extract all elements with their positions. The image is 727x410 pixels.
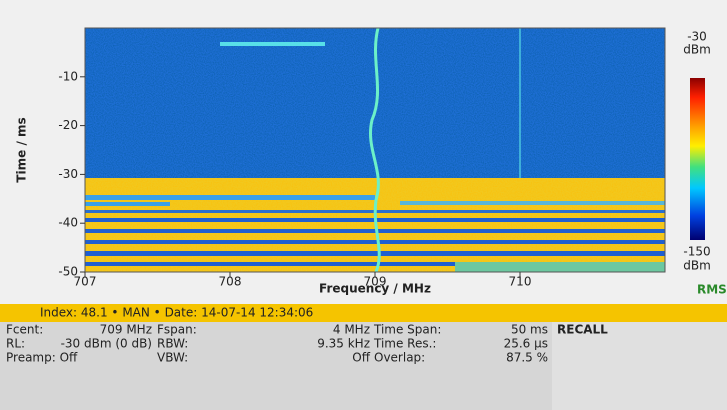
x-tick-label: 710 xyxy=(509,275,532,289)
y-tick-label: -10 xyxy=(58,69,78,83)
y-tick-label: -20 xyxy=(58,118,78,132)
setting-value: -30 dBm (0 dB) xyxy=(61,337,152,351)
y-axis-label: Time / ms xyxy=(15,117,29,182)
info-bar xyxy=(0,304,727,322)
setting-value: 25.6 µs xyxy=(504,337,548,351)
setting-value: 9.35 kHz xyxy=(317,337,370,351)
setting-label: Fspan: xyxy=(157,323,197,337)
colorbar-unit: dBm xyxy=(683,259,711,273)
setting-value: Off xyxy=(352,351,370,365)
x-tick-label: 707 xyxy=(74,275,97,289)
recall-panel xyxy=(552,322,727,410)
y-tick-label: -50 xyxy=(58,265,78,279)
setting-label: Time Res.: xyxy=(373,337,436,351)
setting-label: Fcent: xyxy=(6,323,43,337)
setting-label: VBW: xyxy=(157,351,188,365)
x-tick-label: 709 xyxy=(364,275,387,289)
y-tick-label: -30 xyxy=(58,167,78,181)
setting-label: RBW: xyxy=(157,337,188,351)
setting-value: 87.5 % xyxy=(506,351,548,365)
setting-value: 709 MHz xyxy=(100,323,152,337)
colorbar-unit: dBm xyxy=(683,43,711,57)
setting-label: Time Span: xyxy=(373,323,441,337)
setting-label: RECALL xyxy=(557,323,608,337)
x-tick-label: 708 xyxy=(219,275,242,289)
colorbar xyxy=(690,78,705,240)
setting-label: Overlap: xyxy=(374,351,425,365)
setting-value: 50 ms xyxy=(511,323,548,337)
setting-label: RL: xyxy=(6,337,25,351)
y-tick-label: -40 xyxy=(58,216,78,230)
detector: RMS xyxy=(697,283,727,297)
info-text: Index: 48.1 • MAN • Date: 14-07-14 12:34… xyxy=(40,306,313,320)
colorbar-max: -30 xyxy=(687,30,707,44)
x-axis-label: Frequency / MHz xyxy=(319,282,431,296)
setting-value: 4 MHz xyxy=(333,323,370,337)
colorbar-min: -150 xyxy=(683,245,710,259)
spectrogram-image xyxy=(84,27,666,273)
setting-label: Preamp: Off xyxy=(6,351,78,365)
